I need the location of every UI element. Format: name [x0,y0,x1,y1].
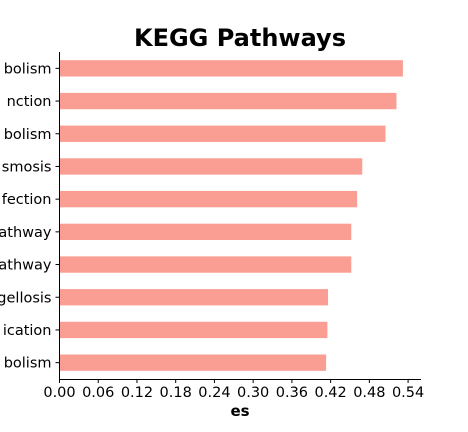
bar [59,60,403,77]
bar [59,321,328,339]
y-tick-labels: bolism nction bolism smosis fection athway ath… [0,61,60,372]
bar [59,125,386,142]
x-tick-label: 0.30 [237,385,269,401]
bar [59,256,352,273]
bars-group [59,60,403,371]
bar [59,354,327,371]
x-tick-label: 0.42 [314,385,346,401]
bar [59,92,397,110]
y-tick-label: bolism [4,61,52,77]
bar [59,289,329,306]
y-tick-label: bolism [4,127,52,143]
x-tick-label: 0.00 [43,385,75,401]
y-tick-label: athway [0,258,52,274]
y-tick-label: athway [0,225,52,241]
bar [59,158,363,175]
y-tick-label: fection [2,192,52,208]
x-tick-label: 0.24 [198,385,230,401]
y-tick-label: nction [7,94,52,110]
x-tick-label: 0.48 [353,385,385,401]
bar [59,190,358,208]
chart-title: KEGG Pathways [134,24,346,52]
x-tick-label: 0.18 [160,385,192,401]
x-tick-label: 0.54 [392,385,424,401]
x-axis-label: es [230,402,249,420]
y-tick-label: smosis [2,159,52,175]
x-tick-label: 0.36 [276,385,308,401]
y-tick-label: ication [3,323,52,339]
y-tick-label: gellosis [0,290,52,306]
y-tick-label: bolism [4,356,52,372]
x-tick-label: 0.06 [82,385,114,401]
x-tick-label: 0.12 [121,385,153,401]
x-ticks: 0.00 0.06 0.12 0.18 0.24 0.30 0.36 0.42 0.48 0.54 [43,379,424,401]
bar [59,223,352,241]
